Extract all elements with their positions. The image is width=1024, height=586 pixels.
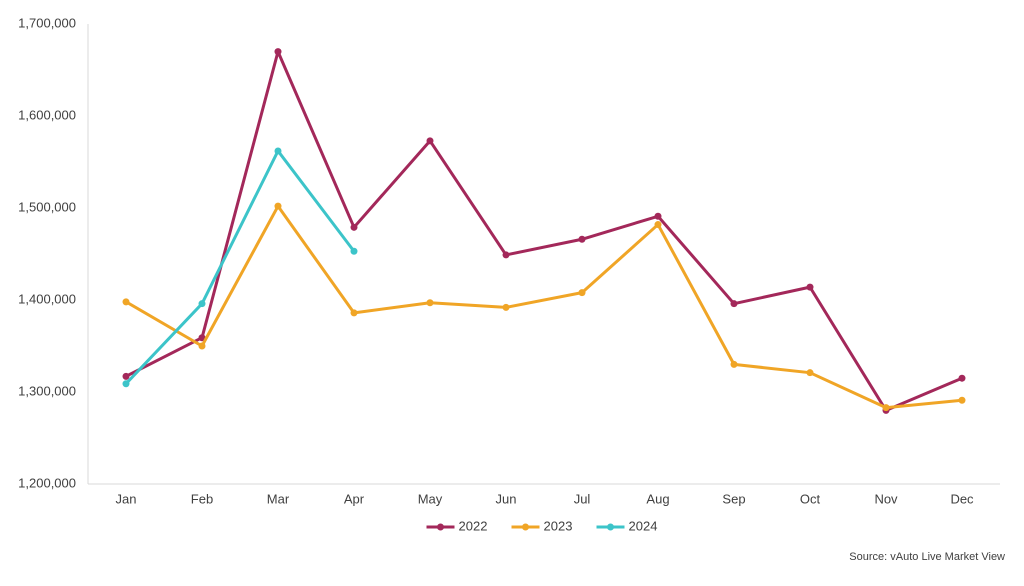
series-line [125,204,963,410]
point [806,369,814,377]
point [730,300,738,308]
point [654,212,662,220]
point [122,380,130,388]
series-line [125,50,963,412]
point [426,137,434,145]
x-tick-label: Mar [267,491,290,506]
point [198,300,206,308]
point [122,298,130,306]
legend-marker [522,523,529,531]
point [502,251,510,259]
point [730,360,738,368]
point [806,283,814,291]
point [122,372,130,380]
x-tick-label: Feb [191,491,213,506]
point [350,309,358,317]
y-tick-label: 1,400,000 [18,291,76,306]
x-tick-label: Apr [344,491,365,506]
point [198,342,206,350]
x-tick-label: Oct [800,491,821,506]
y-tick-label: 1,700,000 [18,15,76,30]
point [274,48,282,56]
point [578,289,586,297]
source-note: Source: vAuto Live Market View [849,551,1005,563]
legend-marker [607,523,614,531]
x-tick-label: Nov [874,491,898,506]
point [958,396,966,404]
point [654,221,662,229]
x-tick-label: Dec [950,491,974,506]
y-tick-label: 1,500,000 [18,199,76,214]
point [958,374,966,382]
x-tick-label: Aug [646,491,669,506]
series-line [124,149,356,385]
legend-label: 2024 [629,518,658,533]
point [274,147,282,155]
y-tick-label: 1,300,000 [18,383,76,398]
x-tick-label: Sep [722,491,745,506]
x-tick-label: Jul [574,491,591,506]
point [350,247,358,255]
point [350,223,358,231]
y-tick-label: 1,200,000 [18,475,76,490]
legend-marker [437,523,444,531]
point [502,303,510,311]
point [198,334,206,342]
x-tick-label: Jan [116,491,137,506]
legend-label: 2022 [459,518,488,533]
point [578,235,586,243]
x-tick-label: Jun [496,491,517,506]
legend-label: 2023 [544,518,573,533]
x-tick-label: May [418,491,443,506]
y-tick-label: 1,600,000 [18,107,76,122]
point [274,202,282,210]
point [882,404,890,412]
point [426,299,434,307]
